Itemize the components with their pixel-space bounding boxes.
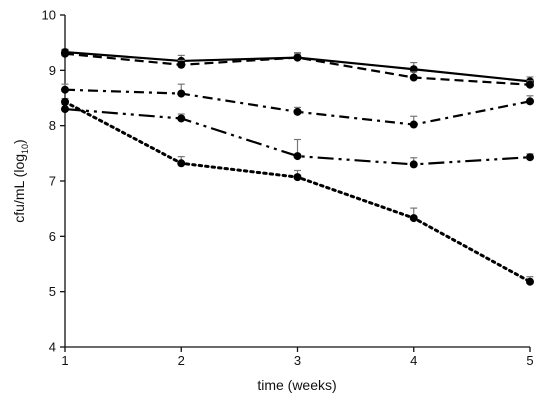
y-tick-label: 6 <box>49 229 56 244</box>
data-point <box>409 65 418 74</box>
data-point <box>177 114 186 123</box>
y-axis-title: cfu/mL (log10) <box>11 139 30 222</box>
series-dash-dot <box>61 83 534 129</box>
series-dotted <box>61 97 534 286</box>
series-line <box>63 100 532 284</box>
y-tick-label: 10 <box>42 8 56 23</box>
data-point <box>293 173 302 182</box>
data-point <box>61 49 69 58</box>
data-point <box>526 153 534 162</box>
data-point <box>526 277 534 286</box>
y-tick-label: 7 <box>49 174 56 189</box>
y-tick-label: 8 <box>49 118 56 133</box>
x-axis-title: time (weeks) <box>257 377 336 393</box>
y-tick-label: 9 <box>49 63 56 78</box>
y-ticks: 4 5 6 7 8 9 10 <box>42 8 65 355</box>
data-point <box>409 120 418 129</box>
data-point <box>526 80 534 89</box>
data-point <box>177 60 186 69</box>
data-point <box>293 53 302 62</box>
series-dash-dot-dot <box>61 104 534 169</box>
data-point <box>409 160 418 169</box>
x-tick-label: 3 <box>294 353 301 368</box>
data-point <box>61 85 69 94</box>
data-point <box>177 89 186 98</box>
x-tick-label: 1 <box>61 353 68 368</box>
data-point <box>293 107 302 116</box>
y-axis-title-main: cfu/mL (log <box>11 154 27 223</box>
y-tick-label: 5 <box>49 284 56 299</box>
data-point <box>61 105 69 114</box>
x-tick-label: 5 <box>526 353 533 368</box>
series-dashed <box>61 49 534 89</box>
data-point <box>526 97 534 106</box>
x-ticks: 1 2 3 4 5 <box>61 347 534 368</box>
y-tick-label: 4 <box>49 340 56 355</box>
data-point <box>61 97 69 106</box>
y-axis-title-subscript: 10 <box>20 144 30 154</box>
data-point <box>293 152 302 161</box>
y-axis-title-close: ) <box>11 139 27 144</box>
series-line <box>64 107 531 166</box>
data-point <box>409 214 418 223</box>
series-line <box>64 52 531 86</box>
data-point <box>409 73 418 82</box>
series-group <box>61 48 534 286</box>
x-tick-label: 4 <box>410 353 417 368</box>
data-point <box>177 159 186 168</box>
x-tick-label: 2 <box>178 353 185 368</box>
